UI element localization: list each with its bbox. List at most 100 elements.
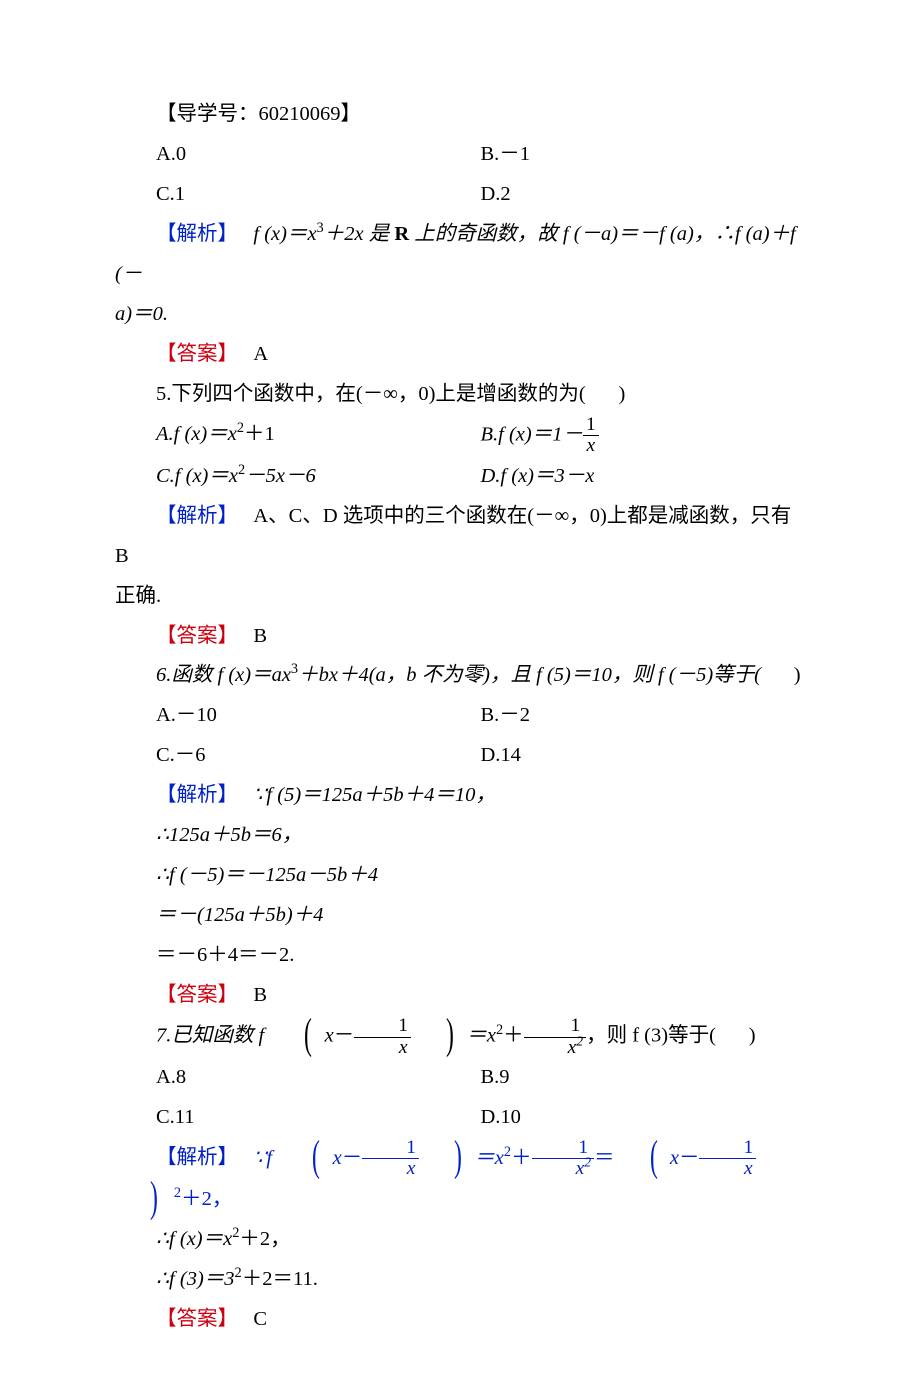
q7-m3: ＝ — [594, 1147, 615, 1169]
frac-1-x-c: 1x — [362, 1138, 419, 1180]
q5-opt-A: A.f (x)＝x2＋1 — [156, 415, 481, 457]
q4-opt-A: A.0 — [156, 135, 481, 175]
q6-analysis: 【解析】 ∵f (5)＝125a＋5b＋4＝10， — [115, 776, 805, 816]
q7-answer-val: C — [253, 1308, 267, 1330]
q5-opt-B: B.f (x)＝1－1x — [481, 415, 806, 457]
q6-opt-B: B.－2 — [481, 696, 806, 736]
q4-answer-val: A — [253, 343, 268, 365]
guide-num-value: 60210069】 — [259, 103, 362, 125]
q6-stem-mid: ＋bx＋4(a，b 不为零)，且 f (5)＝10，则 f (－5)等于( — [298, 664, 761, 686]
q5-options-row2: C.f (x)＝x2－5x－6 D.f (x)＝3－x — [115, 457, 805, 497]
q7-l3: ∴f (3)＝32＋2＝11. — [115, 1260, 805, 1300]
q7-plus: ＋ — [503, 1025, 524, 1047]
q7-l2-tail: ＋2， — [239, 1228, 290, 1250]
rparen3: ) — [127, 1181, 157, 1215]
q5-analysis2: 正确. — [115, 577, 805, 617]
q7-m2: ＋ — [511, 1147, 532, 1169]
q5-stem: 5.下列四个函数中，在(－∞，0)上是增函数的为() — [115, 375, 805, 415]
frac-1-x2: 1x2 — [524, 1016, 586, 1058]
q5-answer: 【答案】 B — [115, 617, 805, 657]
q7-opt-D: D.10 — [481, 1098, 806, 1138]
q6-l0: ∵f (5)＝125a＋5b＋4＝10， — [253, 784, 496, 806]
q6-opt-A: A.－10 — [156, 696, 481, 736]
answer-label-6: 【答案】 — [156, 984, 238, 1006]
guide-label: 【导学号： — [156, 103, 259, 125]
q4-R: R — [394, 223, 409, 245]
q6-stem-tail: ) — [794, 664, 801, 686]
q4-ana-1: f (x)＝x — [253, 223, 316, 245]
q7-stem: 7.已知函数 f (x－1x)＝x2＋1x2，则 f (3)等于() — [115, 1016, 805, 1058]
exp2-den: 2 — [576, 1033, 583, 1048]
q5-A-tail: ＋1 — [244, 423, 275, 445]
q4-opt-C: C.1 — [156, 175, 481, 215]
exp2d: 2 — [504, 1144, 511, 1160]
big-rparen: ) — [423, 1018, 453, 1052]
q5-analysis: 【解析】 A、C、D 选项中的三个函数在(－∞，0)上都是减函数，只有 B — [115, 497, 805, 577]
q7-mid: ＝x — [466, 1025, 496, 1047]
q5-C-tail: －5x－6 — [245, 465, 316, 487]
exp2g: 2 — [235, 1265, 242, 1281]
exp2e: 2 — [170, 1185, 181, 1201]
exp3: 3 — [317, 220, 324, 236]
den-xc: x — [362, 1158, 419, 1179]
num-1d: 1 — [362, 1138, 419, 1158]
exp2a: 2 — [237, 420, 244, 436]
q7-at: ＋2， — [181, 1188, 232, 1210]
q7-opt-A: A.8 — [156, 1058, 481, 1098]
q7-options-row1: A.8 B.9 — [115, 1058, 805, 1098]
q7-tail: ，则 f (3)等于( — [586, 1025, 716, 1047]
q7-x2: x — [333, 1147, 342, 1169]
den-x: x — [583, 435, 599, 456]
q5-opt-D: D.f (x)＝3－x — [481, 457, 806, 497]
q7-end: ) — [749, 1025, 756, 1047]
q4-analysis: 【解析】 f (x)＝x3＋2x 是 R 上的奇函数，故 f (－a)＝－f (… — [115, 215, 805, 295]
frac-1-x-d: 1x — [699, 1138, 756, 1180]
q6-answer: 【答案】 B — [115, 976, 805, 1016]
q5-options-row1: A.f (x)＝x2＋1 B.f (x)＝1－1x — [115, 415, 805, 457]
answer-label-7: 【答案】 — [156, 1308, 238, 1330]
q7-analysis: 【解析】 ∵f (x－1x)＝x2＋1x2＝(x－1x) 2＋2， — [115, 1138, 805, 1220]
analysis-label-7: 【解析】 — [156, 1147, 238, 1169]
q6-l4: ＝－6＋4＝－2. — [115, 936, 805, 976]
analysis-label-5: 【解析】 — [156, 505, 238, 527]
q6-opt-C: C.－6 — [156, 736, 481, 776]
page: 【导学号：60210069】 A.0 B.－1 C.1 D.2 【解析】 f (… — [0, 0, 920, 1400]
analysis-label: 【解析】 — [156, 223, 238, 245]
q7-l3-tail: ＋2＝11. — [242, 1268, 318, 1290]
q7-m1: ＝x — [474, 1147, 504, 1169]
q7-ap: ∵f — [253, 1147, 277, 1169]
answer-label-5: 【答案】 — [156, 625, 238, 647]
frac-1-x-b: 1x — [354, 1016, 411, 1058]
q4-ana-tail: a)＝0. — [115, 303, 168, 325]
answer-label: 【答案】 — [156, 343, 238, 365]
q5-stem-text: 5.下列四个函数中，在(－∞，0)上是增函数的为( — [156, 383, 586, 405]
q4-ana-2: ＋2x 是 — [324, 223, 395, 245]
num-1f: 1 — [699, 1138, 756, 1158]
q7-x: x — [325, 1025, 334, 1047]
frac-1-x2-b: 1x2 — [532, 1138, 594, 1180]
x2-base: x — [568, 1037, 577, 1058]
q7-x3: x — [670, 1147, 679, 1169]
guide-number: 【导学号：60210069】 — [115, 95, 805, 135]
q5-B-pre: B.f (x)＝1－ — [481, 423, 583, 445]
den-x2: x2 — [524, 1037, 586, 1058]
den-x2b: x2 — [532, 1158, 594, 1179]
q7-l3-pre: ∴f (3)＝3 — [156, 1268, 235, 1290]
num-1: 1 — [583, 415, 599, 435]
num-1b: 1 — [354, 1016, 411, 1036]
den-xd: x — [699, 1158, 756, 1179]
x2b2: x — [576, 1158, 585, 1179]
frac-1-x: 1x — [583, 415, 599, 457]
q6-stem-pre: 6.函数 f (x)＝ax — [156, 664, 291, 686]
q5-A-pre: A.f (x)＝x — [156, 423, 237, 445]
q4-opt-D: D.2 — [481, 175, 806, 215]
analysis-label-6: 【解析】 — [156, 784, 238, 806]
q5-stem-tail: ) — [619, 383, 626, 405]
q4-answer: 【答案】 A — [115, 335, 805, 375]
q6-options-row1: A.－10 B.－2 — [115, 696, 805, 736]
q4-opt-B: B.－1 — [481, 135, 806, 175]
q7-opt-B: B.9 — [481, 1058, 806, 1098]
exp2-den2: 2 — [584, 1155, 591, 1170]
q6-options-row2: C.－6 D.14 — [115, 736, 805, 776]
q6-l2: ∴f (－5)＝－125a－5b＋4 — [115, 856, 805, 896]
